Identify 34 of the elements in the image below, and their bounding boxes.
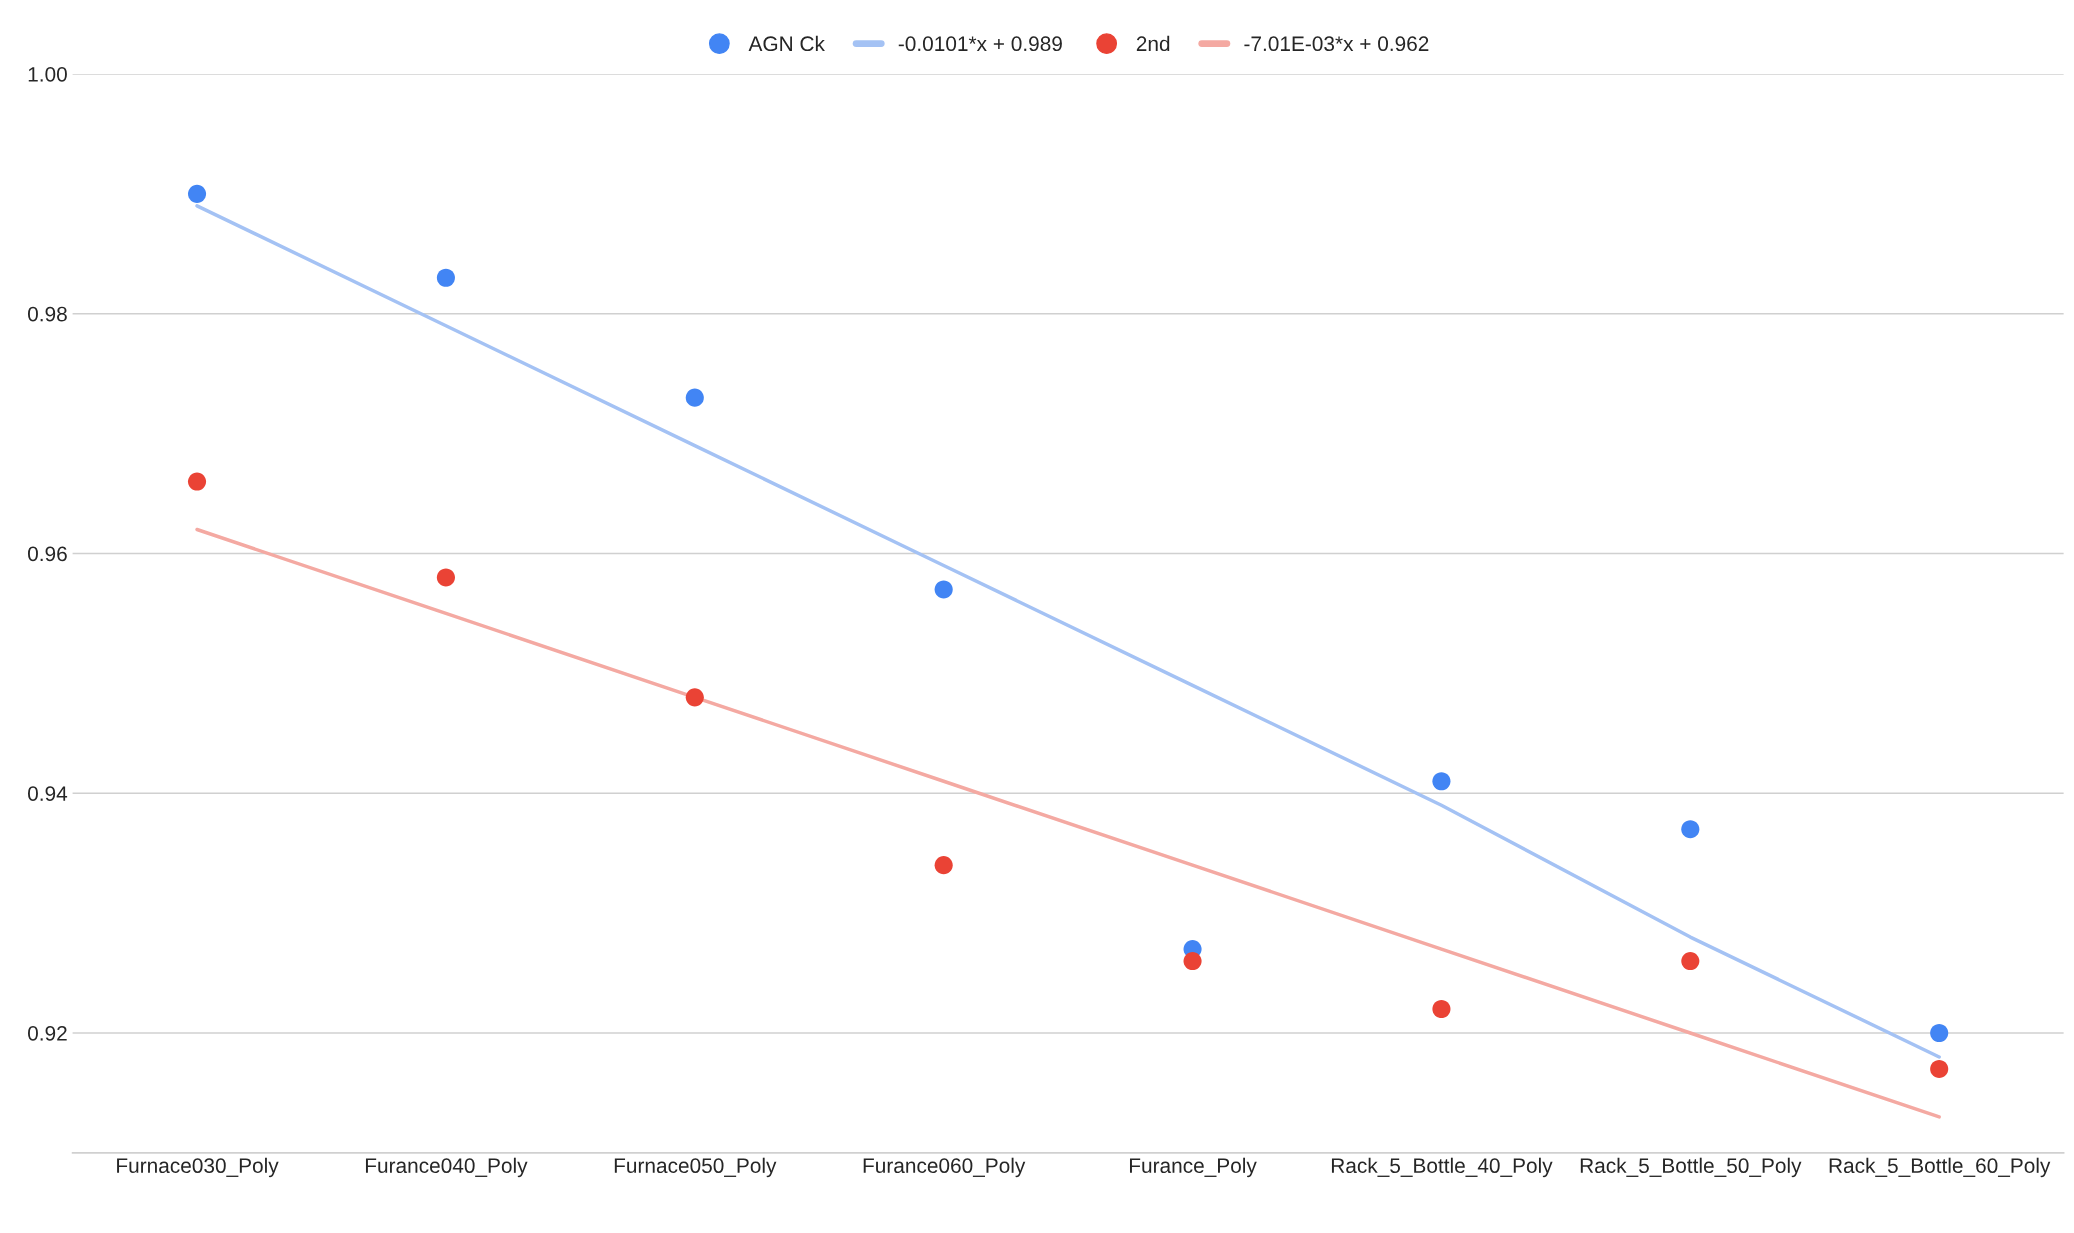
point [1930,1023,1949,1043]
point [1432,772,1451,791]
point [1681,820,1700,839]
x-tick-label: Furnace050_Poly [614,1157,777,1178]
point [1930,1059,1949,1078]
point [685,688,704,707]
point [1681,952,1700,971]
line-series [195,527,1941,1119]
legend-label: -7.01E-03*x + 0.962 [1244,36,1429,52]
x-tick-label: Rack_5_Bottle_60_Poly [1829,1157,2051,1178]
x-tick-label: Furnace030_Poly [117,1157,279,1178]
legend-label: AGN Ck [748,35,825,52]
point [1183,952,1202,971]
point [187,184,207,203]
point [934,856,953,875]
x-tick-label: Rack_5_Bottle_50_Poly [1580,1157,1802,1178]
y-tick-label: 0.94 [28,786,68,801]
y-tick-label: 0.98 [28,306,67,322]
x-tick-label: Furance_Poly [1129,1157,1257,1178]
x-tick-label: Rack_5_Bottle_40_Poly [1331,1157,1553,1178]
x-tick-label: Furance060_Poly [863,1157,1026,1178]
point [1432,999,1451,1019]
legend-label: -0.0101*x + 0.989 [898,36,1062,52]
line-series [195,204,1941,1059]
point [436,268,455,287]
point [187,472,207,491]
legend-label: 2nd [1136,35,1170,52]
y-tick-label: 1.00 [28,66,67,82]
y-tick-label: 0.92 [28,1025,67,1041]
x-tick-label: Furance040_Poly [365,1157,528,1178]
point [934,580,953,599]
point [685,388,704,407]
y-tick-label: 0.96 [28,546,67,562]
point [436,568,455,587]
